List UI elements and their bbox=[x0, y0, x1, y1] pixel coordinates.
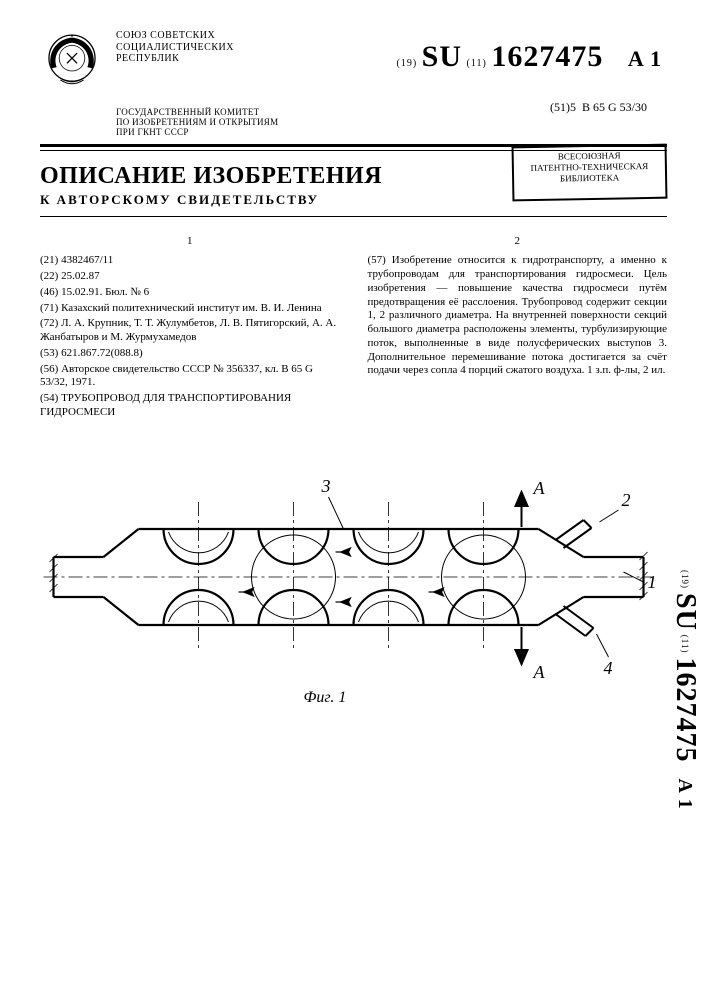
side-patent-label: (19) SU (11) 1627475 A 1 bbox=[669, 570, 701, 810]
figure-1: 3 A 2 1 4 A Фиг. 1 bbox=[40, 442, 667, 722]
side-country: SU bbox=[670, 593, 701, 631]
ipc-classification: (51)5 В 65 G 53/30 bbox=[550, 100, 647, 115]
union-line: СОЮЗ СОВЕТСКИХ bbox=[116, 30, 278, 42]
biblio-publication: (46) 15.02.91. Бюл. № 6 bbox=[40, 286, 340, 300]
callout-3: 3 bbox=[321, 476, 331, 496]
callout-2: 2 bbox=[622, 490, 631, 510]
patent-kind: A 1 bbox=[628, 46, 662, 71]
callout-A-bottom: A bbox=[533, 662, 546, 682]
divider bbox=[40, 216, 667, 217]
side-prefix: (19) bbox=[680, 570, 690, 589]
union-line: РЕСПУБЛИК bbox=[116, 53, 278, 65]
library-stamp: ВСЕСОЮЗНАЯ ПАТЕНТНО-ТЕХНИЧЕСКАЯ БИБЛИОТЕ… bbox=[512, 144, 668, 202]
biblio-filing-date: (22) 25.02.87 bbox=[40, 270, 340, 284]
left-column: 1 (21) 4382467/11 (22) 25.02.87 (46) 15.… bbox=[40, 235, 340, 422]
ipc-code-text: В 65 G 53/30 bbox=[582, 100, 647, 114]
callout-A: A bbox=[533, 478, 546, 498]
ipc-prefix: (51)5 bbox=[550, 100, 576, 114]
union-line: СОЦИАЛИСТИЧЕСКИХ bbox=[116, 42, 278, 54]
patent-prefix: (19) bbox=[396, 58, 417, 69]
side-infix: (11) bbox=[680, 635, 690, 654]
patent-infix: (11) bbox=[467, 58, 487, 69]
callout-4: 4 bbox=[604, 658, 613, 678]
committee-name: ГОСУДАРСТВЕННЫЙ КОМИТЕТ ПО ИЗОБРЕТЕНИЯМ … bbox=[116, 107, 278, 138]
abstract-text: (57) Изобретение относится к гидротрансп… bbox=[368, 254, 668, 378]
biblio-title: (54) ТРУБОПРОВОД ДЛЯ ТРАНСПОРТИРОВАНИЯ Г… bbox=[40, 392, 340, 420]
committee-line: ПРИ ГКНТ СССР bbox=[116, 127, 278, 137]
side-kind: A 1 bbox=[674, 778, 696, 809]
patent-number-block: (19) SU (11) 1627475 A 1 bbox=[396, 40, 662, 74]
figure-caption: Фиг. 1 bbox=[304, 689, 347, 706]
committee-line: ПО ИЗОБРЕТЕНИЯМ И ОТКРЫТИЯМ bbox=[116, 117, 278, 127]
side-number: 1627475 bbox=[670, 657, 701, 762]
callout-1: 1 bbox=[648, 572, 657, 592]
column-number: 2 bbox=[368, 235, 668, 249]
biblio-references: (56) Авторское свидетельство СССР № 3563… bbox=[40, 363, 340, 391]
column-number: 1 bbox=[40, 235, 340, 249]
biblio-inventors: (72) Л. А. Крупник, Т. Т. Жулумбетов, Л.… bbox=[40, 317, 340, 345]
state-emblem-icon bbox=[40, 30, 104, 94]
union-name: СОЮЗ СОВЕТСКИХ СОЦИАЛИСТИЧЕСКИХ РЕСПУБЛИ… bbox=[116, 30, 278, 65]
patent-country: SU bbox=[422, 40, 462, 73]
patent-number: 1627475 bbox=[491, 40, 603, 73]
biblio-udc: (53) 621.867.72(088.8) bbox=[40, 347, 340, 361]
biblio-applicant: (71) Казахский политехнический институт … bbox=[40, 302, 340, 316]
biblio-application: (21) 4382467/11 bbox=[40, 254, 340, 268]
right-column: 2 (57) Изобретение относится к гидротран… bbox=[368, 235, 668, 422]
bibliographic-columns: 1 (21) 4382467/11 (22) 25.02.87 (46) 15.… bbox=[40, 235, 667, 422]
committee-line: ГОСУДАРСТВЕННЫЙ КОМИТЕТ bbox=[116, 107, 278, 117]
